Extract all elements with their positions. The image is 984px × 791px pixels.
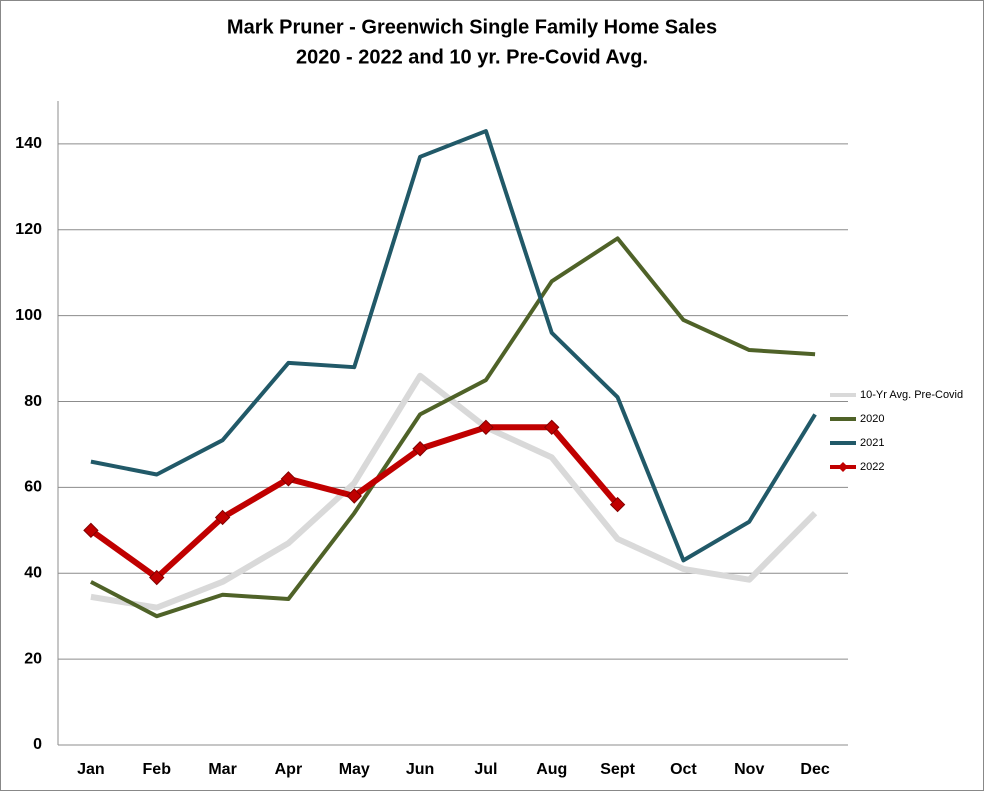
series-line: [90, 129, 817, 563]
y-tick-label: 80: [24, 393, 42, 410]
x-tick-label: May: [339, 761, 370, 778]
marker: [83, 522, 99, 539]
x-tick-label: Nov: [734, 761, 764, 778]
x-tick-label: Aug: [536, 761, 567, 778]
marker: [478, 419, 494, 436]
x-tick-label: Sept: [600, 761, 635, 778]
x-tick-label: Feb: [143, 761, 172, 778]
legend-label: 2020: [860, 413, 884, 425]
x-tick-label: Dec: [800, 761, 829, 778]
y-tick-label: 0: [33, 736, 42, 753]
legend-label: 10-Yr Avg. Pre-Covid: [860, 389, 963, 401]
legend-marker: [838, 462, 848, 472]
marker: [346, 488, 362, 504]
y-tick-label: 60: [24, 479, 42, 496]
legend-label: 2022: [860, 461, 884, 473]
chart-subtitle: 2020 - 2022 and 10 yr. Pre-Covid Avg.: [296, 46, 648, 68]
series-line: [89, 236, 816, 619]
x-tick-label: Jun: [406, 761, 434, 778]
y-tick-label: 20: [24, 650, 42, 667]
chart-title: Mark Pruner - Greenwich Single Family Ho…: [227, 16, 717, 38]
x-tick-label: Apr: [275, 761, 303, 778]
marker: [544, 419, 560, 436]
series-line: [90, 372, 818, 611]
marker: [280, 471, 297, 487]
marker: [412, 441, 428, 457]
y-tick-label: 140: [15, 135, 42, 152]
x-tick-label: Jul: [474, 761, 497, 778]
marker: [609, 496, 626, 513]
x-tick-label: Oct: [670, 761, 697, 778]
legend-label: 2021: [860, 437, 884, 449]
y-tick-label: 40: [24, 564, 42, 581]
y-tick-label: 100: [15, 307, 42, 324]
x-tick-label: Jan: [77, 761, 105, 778]
marker: [149, 569, 165, 586]
x-tick-label: Mar: [208, 761, 236, 778]
y-tick-label: 120: [15, 221, 42, 238]
marker: [214, 509, 231, 526]
